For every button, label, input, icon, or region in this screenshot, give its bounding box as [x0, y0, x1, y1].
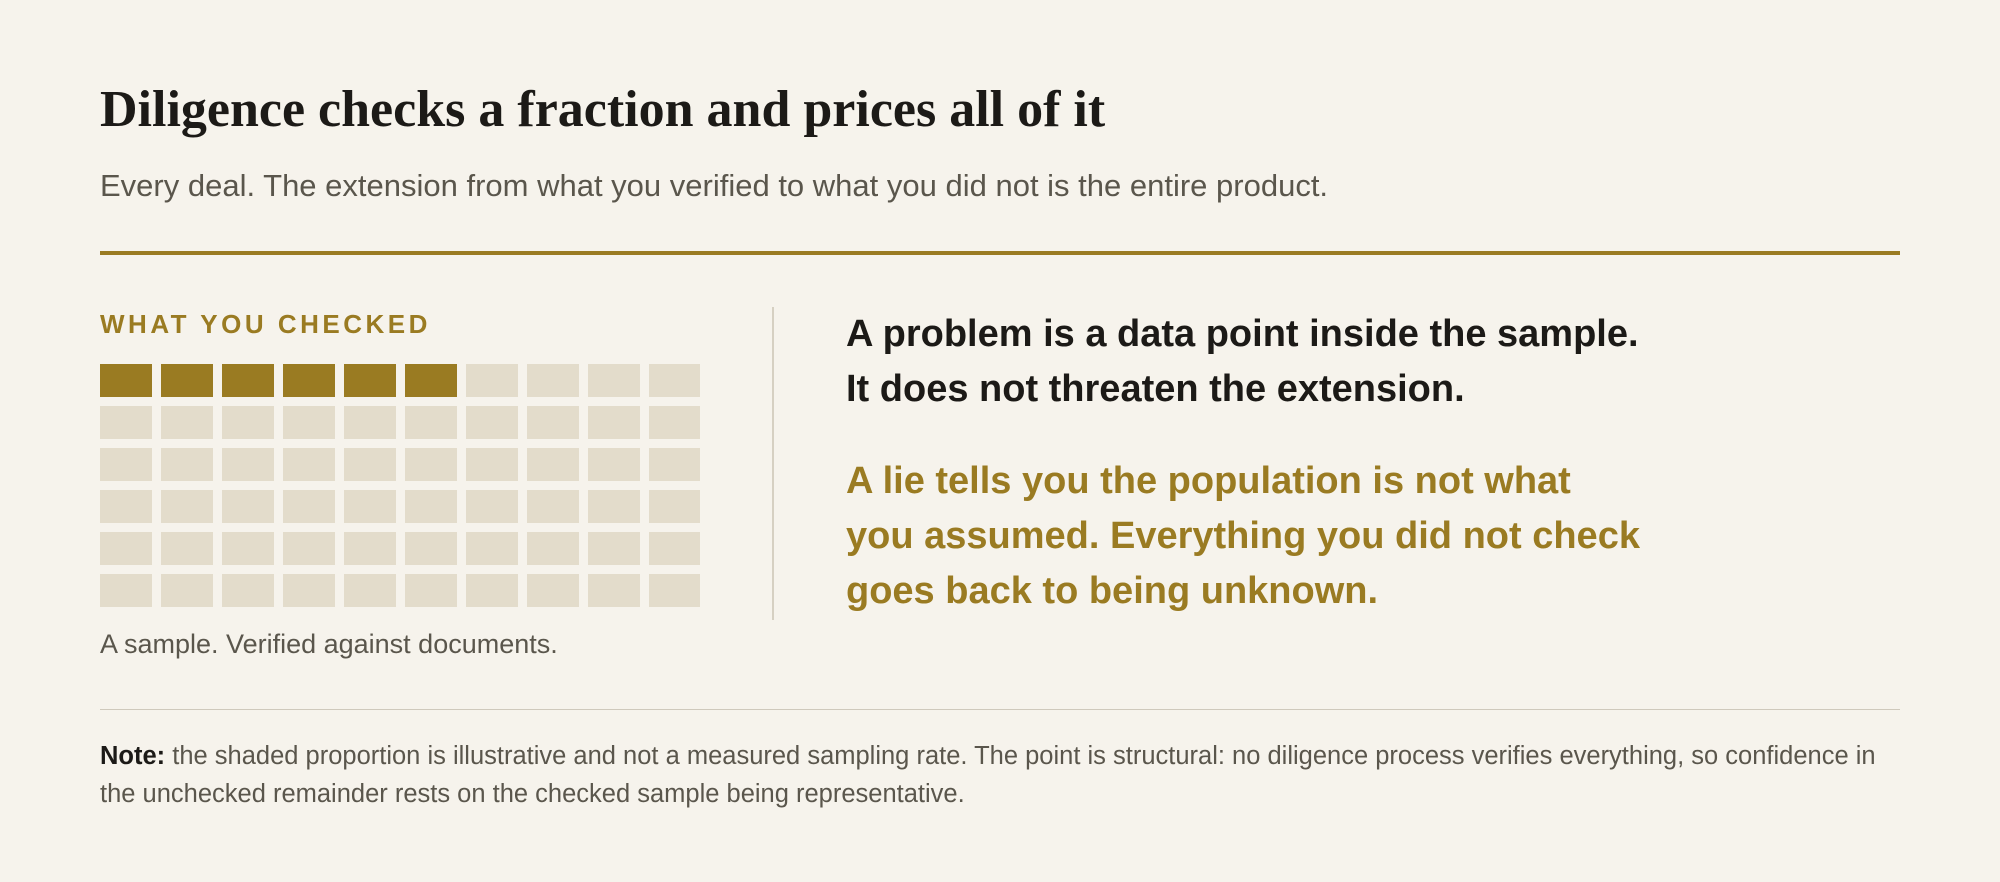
- grid-cell: [283, 574, 335, 607]
- grid-cell: [466, 364, 518, 397]
- grid-cell: [222, 574, 274, 607]
- grid-cell: [466, 574, 518, 607]
- grid-cell: [405, 406, 457, 439]
- grid-cell: [344, 532, 396, 565]
- grid-cell: [588, 406, 640, 439]
- grid-cell: [344, 448, 396, 481]
- grid-cell: [588, 532, 640, 565]
- grid-cell: [527, 448, 579, 481]
- grid-cell: [588, 448, 640, 481]
- grid-cell: [161, 574, 213, 607]
- grid-cell: [649, 532, 700, 565]
- grid-cell: [527, 490, 579, 523]
- grid-cell: [283, 406, 335, 439]
- grid-cell: [283, 364, 335, 397]
- grid-cell: [405, 448, 457, 481]
- grid-cell: [222, 448, 274, 481]
- grid-cell: [527, 574, 579, 607]
- grid-cell: [100, 364, 152, 397]
- note-label: Note:: [100, 742, 166, 770]
- caption: A sample. Verified against documents.: [100, 629, 558, 659]
- grid-cell: [344, 490, 396, 523]
- grid-cell: [100, 406, 152, 439]
- note: Note: the shaded proportion is illustrat…: [100, 737, 1900, 813]
- sample-grid: [100, 364, 700, 607]
- grid-cell: [527, 364, 579, 397]
- grid-cell: [405, 574, 457, 607]
- emphasis: problem: [882, 313, 1033, 355]
- grid-cell: [405, 364, 457, 397]
- statement-line: A problem is a data point inside the sam…: [846, 315, 1639, 353]
- section-label: WHAT YOU CHECKED: [100, 309, 431, 339]
- grid-cell: [283, 448, 335, 481]
- grid-cell: [344, 574, 396, 607]
- grid-cell: [222, 364, 274, 397]
- grid-cell: [588, 364, 640, 397]
- grid-cell: [649, 406, 700, 439]
- grid-cell: [405, 490, 457, 523]
- grid-cell: [100, 448, 152, 481]
- grid-cell: [283, 532, 335, 565]
- grid-cell: [344, 364, 396, 397]
- text: is a data point inside the sample.: [1043, 313, 1639, 355]
- statement-line: A lie tells you the population is not wh…: [846, 460, 1571, 502]
- grid-cell: [466, 406, 518, 439]
- grid-cell: [222, 490, 274, 523]
- divider: [100, 709, 1900, 710]
- grid-cell: [222, 406, 274, 439]
- grid-cell: [649, 364, 700, 397]
- grid-cell: [222, 532, 274, 565]
- grid-cell: [344, 406, 396, 439]
- grid-cell: [649, 490, 700, 523]
- grid-cell: [588, 574, 640, 607]
- grid-cell: [100, 490, 152, 523]
- grid-cell: [161, 448, 213, 481]
- grid-cell: [466, 490, 518, 523]
- note-text: the shaded proportion is illustrative an…: [100, 742, 1876, 808]
- text: A: [846, 313, 873, 355]
- grid-cell: [527, 406, 579, 439]
- statement-line: It does not threaten the extension.: [846, 368, 1465, 410]
- grid-cell: [283, 490, 335, 523]
- vertical-divider: [772, 307, 774, 620]
- grid-cell: [466, 448, 518, 481]
- grid-cell: [161, 406, 213, 439]
- statement-line: you assumed. Everything you did not chec…: [846, 515, 1640, 557]
- grid-cell: [405, 532, 457, 565]
- subtitle: Every deal. The extension from what you …: [100, 168, 1329, 203]
- grid-cell: [100, 574, 152, 607]
- title: Diligence checks a fraction and prices a…: [100, 81, 1106, 138]
- grid-cell: [649, 448, 700, 481]
- grid-cell: [161, 364, 213, 397]
- statement-line: goes back to being unknown.: [846, 570, 1379, 612]
- grid-cell: [527, 532, 579, 565]
- grid-cell: [466, 532, 518, 565]
- grid-cell: [161, 532, 213, 565]
- grid-cell: [649, 574, 700, 607]
- divider: [100, 251, 1900, 255]
- grid-cell: [588, 490, 640, 523]
- grid-cell: [161, 490, 213, 523]
- grid-cell: [100, 532, 152, 565]
